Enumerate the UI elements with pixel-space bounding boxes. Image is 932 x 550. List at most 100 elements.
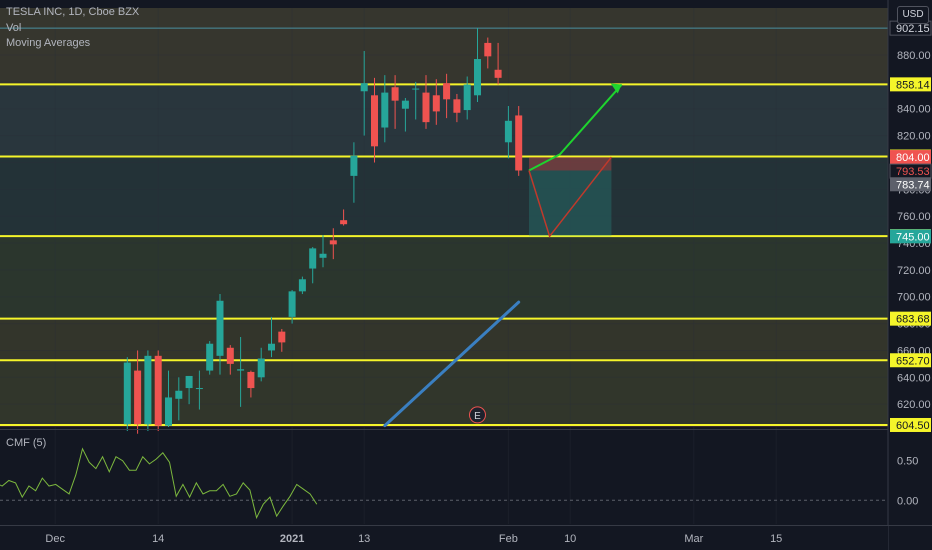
candle-body[interactable] xyxy=(216,300,224,356)
trend-line[interactable] xyxy=(383,300,521,428)
candle-body[interactable] xyxy=(195,388,203,390)
candle-body[interactable] xyxy=(309,248,317,269)
candle-body[interactable] xyxy=(504,120,512,143)
candle-body[interactable] xyxy=(443,83,451,100)
zone-band xyxy=(0,236,888,319)
candle-body[interactable] xyxy=(206,343,214,371)
candle-body[interactable] xyxy=(401,100,409,109)
bullish-projection-path[interactable] xyxy=(528,83,623,172)
price-tag-bg xyxy=(890,229,931,244)
candle-body[interactable] xyxy=(474,59,481,96)
candle-body[interactable] xyxy=(226,347,234,364)
candle-body[interactable] xyxy=(360,83,368,92)
time-tick-label: 15 xyxy=(770,533,782,545)
price-tags: 858.14804.40745.16683.68652.70604.50902.… xyxy=(889,20,932,432)
grid-lines xyxy=(0,8,888,524)
price-axis-background xyxy=(888,0,932,550)
candle-body[interactable] xyxy=(134,370,142,425)
target-zone xyxy=(529,157,612,237)
zone-bands xyxy=(0,8,888,427)
candle-body[interactable] xyxy=(257,358,265,378)
bearish-projection-path[interactable] xyxy=(528,156,612,238)
cmf-tick-label: 0.00 xyxy=(897,495,918,507)
candle-body[interactable] xyxy=(247,371,255,389)
price-tick-label: 820.00 xyxy=(897,131,931,143)
indicator-ma-label[interactable]: Moving Averages xyxy=(6,37,91,49)
candle-body[interactable] xyxy=(288,291,296,317)
time-tick-label: Mar xyxy=(684,533,703,545)
earnings-marker-label: E xyxy=(474,411,481,422)
candle-body[interactable] xyxy=(165,397,172,426)
price-tag: 745.00 xyxy=(896,231,930,243)
price-tag: 783.74 xyxy=(896,179,930,191)
candle-body[interactable] xyxy=(268,343,275,351)
price-tag: 902.15 xyxy=(896,23,930,35)
price-tick-label: 640.00 xyxy=(897,372,931,384)
candle-body[interactable] xyxy=(515,115,523,171)
candle-body[interactable] xyxy=(123,362,131,425)
zone-band xyxy=(0,318,888,361)
price-tag-bg xyxy=(890,177,931,192)
time-tick-label: 13 xyxy=(358,533,370,545)
trend-line xyxy=(383,300,521,428)
candle-body[interactable] xyxy=(484,42,492,57)
zone-band xyxy=(0,424,888,427)
candle-body[interactable] xyxy=(175,390,183,399)
cmf-pane xyxy=(0,429,932,520)
level-price-tag-bg xyxy=(890,417,931,432)
price-tag: 793.53 xyxy=(896,166,930,178)
zone-band xyxy=(0,156,888,237)
projection-arrows xyxy=(528,83,623,238)
time-tick-label: Feb xyxy=(499,533,518,545)
candle-body[interactable] xyxy=(432,95,440,112)
candle-body[interactable] xyxy=(298,279,306,292)
candle-body[interactable] xyxy=(329,240,337,245)
level-price-tag-bg xyxy=(890,311,931,326)
candle-body[interactable] xyxy=(391,87,399,101)
price-tick-label: 720.00 xyxy=(897,265,931,277)
time-tick-label: 14 xyxy=(152,533,164,545)
candle-body[interactable] xyxy=(154,355,162,426)
candle-body[interactable] xyxy=(350,155,358,176)
currency-button[interactable]: USD xyxy=(897,6,929,24)
candle-body[interactable] xyxy=(494,69,502,78)
candle-body[interactable] xyxy=(340,220,348,225)
level-price-tag-bg xyxy=(890,353,931,368)
indicator-vol-label[interactable]: Vol xyxy=(6,22,22,34)
bullish-arrow-head xyxy=(610,83,622,94)
candle-body[interactable] xyxy=(381,92,389,128)
candle-body[interactable] xyxy=(412,88,420,90)
level-price-tag: 652.70 xyxy=(896,355,930,367)
price-tag-bg xyxy=(890,150,931,165)
candle-body[interactable] xyxy=(463,84,471,111)
candle-body[interactable] xyxy=(422,92,430,123)
time-tick-label: 2021 xyxy=(280,533,304,545)
candle-body[interactable] xyxy=(278,331,286,343)
symbol-title: TESLA INC, 1D, Cboe BZX xyxy=(6,6,140,18)
time-axis-background xyxy=(0,526,888,550)
zone-band xyxy=(0,8,888,85)
candle-body[interactable] xyxy=(185,375,193,389)
time-tick-label: Dec xyxy=(45,533,65,545)
time-axis: 16Dec14202113Feb10Mar15 xyxy=(0,525,932,550)
level-price-tag: 604.50 xyxy=(896,420,930,432)
candle-body[interactable] xyxy=(453,99,461,113)
price-tick-label: 880.00 xyxy=(897,50,931,62)
price-tick-label: 700.00 xyxy=(897,292,931,304)
level-price-tag: 858.14 xyxy=(896,79,930,91)
cmf-line[interactable] xyxy=(0,447,318,520)
candlesticks xyxy=(123,28,523,434)
time-tick-label: 10 xyxy=(564,533,576,545)
level-price-tag: 683.68 xyxy=(896,314,930,326)
candle-body[interactable] xyxy=(319,253,327,258)
profit-zone[interactable] xyxy=(529,170,612,237)
candle-body[interactable] xyxy=(144,355,152,425)
earnings-marker: E xyxy=(469,406,486,424)
earnings-marker-circle[interactable] xyxy=(469,406,486,424)
candle-body[interactable] xyxy=(237,369,245,371)
cmf-tick-label: 0.50 xyxy=(897,456,918,468)
cmf-label[interactable]: CMF (5) xyxy=(6,437,47,449)
candle-body[interactable] xyxy=(371,95,378,147)
price-tick-label: 760.00 xyxy=(897,211,931,223)
